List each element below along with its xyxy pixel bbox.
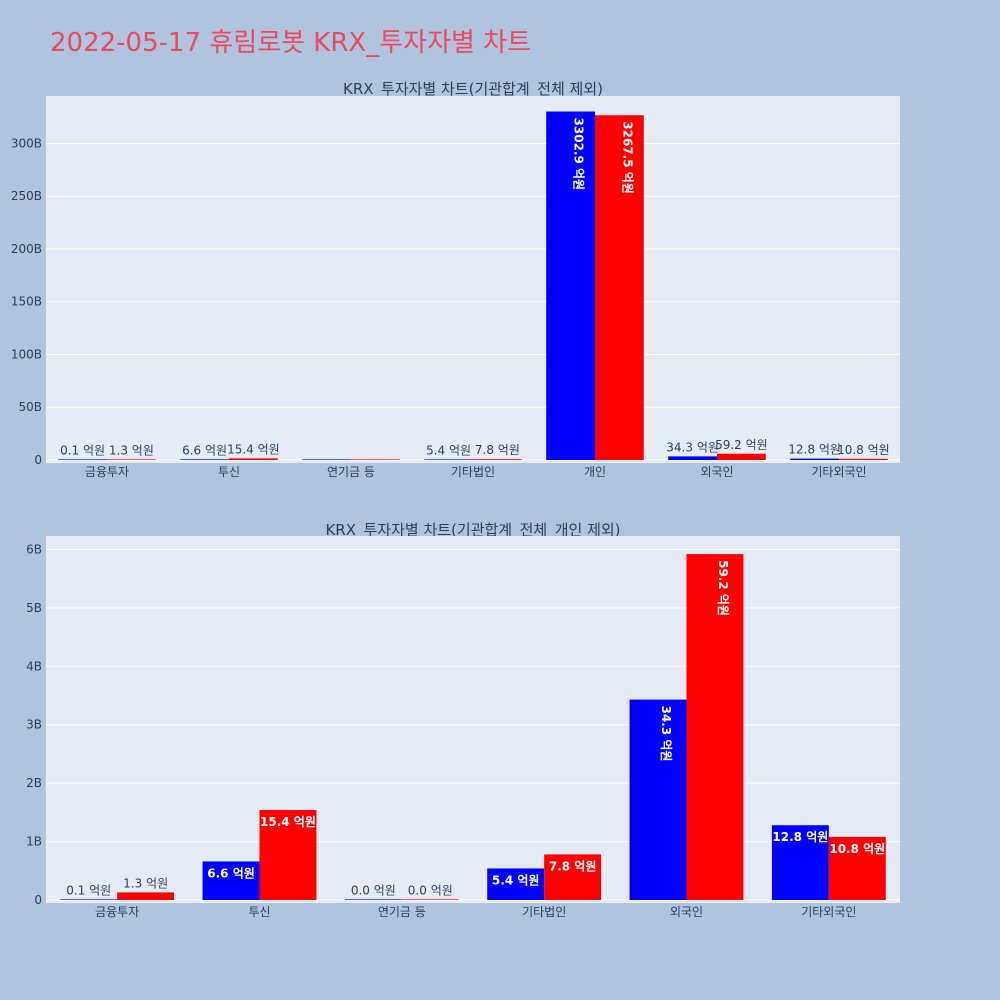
data-label: 0.0 억원	[408, 883, 453, 897]
x-tick-label: 연기금 등	[378, 905, 426, 919]
y-axis: 0 50B 100B 150B 200B 250B 300B	[11, 136, 42, 467]
data-label: 12.8 억원	[772, 830, 828, 844]
y-tick-label: 300B	[11, 136, 42, 150]
data-label: 15.4 억원	[260, 815, 316, 829]
x-tick-label: 외국인	[670, 905, 703, 919]
x-tick-label: 금융투자	[95, 905, 139, 919]
bar	[473, 459, 522, 460]
bar	[595, 115, 644, 461]
y-tick-label: 1B	[26, 835, 42, 849]
x-tick-label: 외국인	[700, 465, 733, 479]
bar	[629, 699, 687, 900]
x-tick-label: 기타외국인	[801, 905, 856, 919]
y-tick-label: 0	[34, 453, 42, 467]
plot-area	[46, 96, 900, 463]
data-label: 6.6 억원	[207, 866, 255, 880]
bar	[180, 459, 229, 460]
y-axis: 0 1B 2B 3B 4B 5B 6B	[26, 542, 42, 907]
x-tick-label: 기타법인	[522, 905, 566, 919]
bar	[839, 458, 888, 460]
data-label: 7.8 억원	[549, 859, 597, 873]
y-tick-label: 2B	[26, 776, 42, 790]
bar	[117, 892, 175, 900]
page-title: 2022-05-17 휴림로봇 KRX_투자자별 차트	[50, 28, 532, 58]
data-label: 5.4 억원	[426, 443, 471, 457]
bar	[229, 458, 278, 460]
bar	[544, 854, 602, 900]
bar	[424, 459, 473, 460]
data-label: 7.8 억원	[475, 443, 520, 457]
x-tick-label: 투신	[218, 465, 240, 479]
chart-bottom: KRX_투자자별 차트(기관합계_전체_개인 제외) 0 1B 2B 3B 4B 5B 6B…	[26, 521, 900, 919]
data-label: 0.1 억원	[60, 443, 105, 457]
data-label: 5.4 억원	[492, 873, 540, 887]
data-label: 10.8 억원	[829, 842, 885, 856]
x-axis: 금융투자 투신 연기금 등 기타법인 외국인 기타외국인	[95, 905, 856, 919]
bar	[202, 861, 260, 900]
x-tick-label: 개인	[584, 465, 606, 479]
data-label: 59.2 억원	[716, 560, 730, 616]
data-label: 1.3 억원	[109, 443, 154, 457]
x-tick-label: 연기금 등	[327, 465, 375, 479]
y-tick-label: 3B	[26, 718, 42, 732]
bar	[259, 810, 317, 900]
bar	[546, 111, 595, 460]
y-tick-label: 50B	[18, 400, 42, 414]
bar	[60, 899, 118, 900]
data-label: 34.3 억원	[659, 706, 673, 762]
x-tick-label: 투신	[248, 905, 270, 919]
bar	[487, 868, 545, 900]
x-tick-label: 금융투자	[85, 465, 129, 479]
x-tick-label: 기타외국인	[811, 465, 866, 479]
y-tick-label: 5B	[26, 601, 42, 615]
y-tick-label: 200B	[11, 242, 42, 256]
x-tick-label: 기타법인	[451, 465, 495, 479]
data-label: 10.8 억원	[837, 443, 890, 457]
data-label: 6.6 억원	[182, 443, 227, 457]
bar	[668, 456, 717, 460]
bar	[302, 459, 351, 460]
x-axis: 금융투자 투신 연기금 등 기타법인 개인 외국인 기타외국인	[85, 465, 867, 479]
y-tick-label: 6B	[26, 542, 42, 556]
y-tick-label: 100B	[11, 347, 42, 361]
bar	[717, 453, 766, 460]
data-label: 0.1 억원	[66, 883, 111, 897]
y-tick-label: 250B	[11, 189, 42, 203]
data-label: 59.2 억원	[715, 438, 768, 452]
y-tick-label: 0	[34, 893, 42, 907]
chart-top: KRX_투자자별 차트(기관합계_전체 제외) 0 50B 100B 150B 200B…	[11, 80, 900, 479]
data-label: 3302.9 억원	[572, 118, 586, 191]
bar	[686, 554, 744, 900]
bar	[828, 836, 886, 900]
data-label: 3267.5 억원	[620, 121, 634, 194]
data-label: 1.3 억원	[123, 876, 168, 890]
data-label: 34.3 억원	[666, 440, 719, 454]
bar	[351, 459, 400, 460]
grid-lines	[46, 548, 900, 901]
bar	[107, 459, 156, 460]
data-label: 15.4 억원	[227, 442, 280, 456]
bar	[58, 459, 107, 460]
bars: 0.1 억원 1.3 억원 6.6 억원 15.4 억원 5.4 억원 7.8 억원 330…	[58, 111, 890, 461]
chart-title: KRX_투자자별 차트(기관합계_전체 제외)	[343, 80, 603, 99]
chart-title: KRX_투자자별 차트(기관합계_전체_개인 제외)	[325, 521, 620, 540]
data-label: 12.8 억원	[788, 443, 841, 457]
y-tick-label: 150B	[11, 295, 42, 309]
bar	[771, 825, 829, 900]
y-tick-label: 4B	[26, 659, 42, 673]
bar	[790, 458, 839, 460]
data-label: 0.0 억원	[351, 883, 396, 897]
bars: 0.1 억원 1.3 억원 6.6 억원 15.4 억원 0.0 억원 0.0 억원 5.4…	[60, 554, 886, 900]
bar	[401, 899, 459, 900]
bar	[344, 899, 402, 900]
